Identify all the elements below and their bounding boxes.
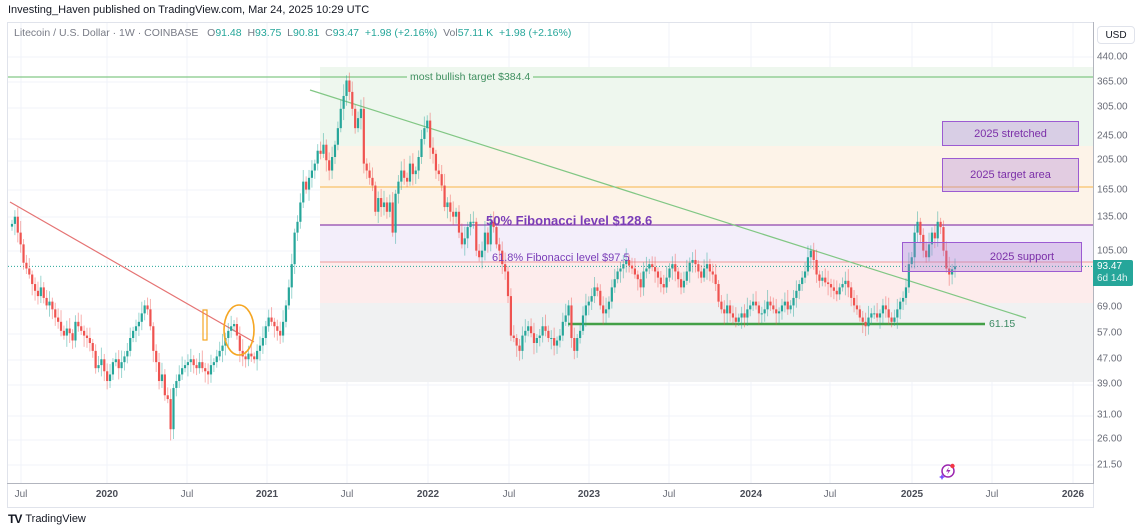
current-price-tag: 93.47 6d 14h: [1093, 260, 1133, 286]
tradingview-brand[interactable]: TV TradingView: [8, 512, 86, 526]
price-tick: 135.00: [1097, 211, 1128, 223]
time-axis[interactable]: [7, 483, 1094, 509]
open-value: 91.48: [215, 27, 242, 39]
price-tick: 305.00: [1097, 101, 1128, 113]
time-tick: Jul: [14, 489, 28, 500]
time-tick: 2020: [95, 489, 119, 500]
price-axis[interactable]: [1093, 22, 1140, 483]
zone-2025-stretched[interactable]: 2025 stretched: [942, 121, 1079, 146]
price-tick: 245.00: [1097, 130, 1128, 142]
publisher-line: Investing_Haven published on TradingView…: [8, 4, 370, 16]
time-tick: 2024: [739, 489, 763, 500]
price-tick: 365.00: [1097, 76, 1128, 88]
fib50-label: 50% Fibonacci level $128.6: [486, 213, 653, 228]
price-tick: 31.00: [1097, 409, 1123, 421]
price-tick: 47.00: [1097, 353, 1123, 365]
time-tick: 2026: [1061, 489, 1085, 500]
price-tick: 57.00: [1097, 327, 1123, 339]
price-tick: 26.00: [1097, 433, 1123, 445]
close-value: 93.47: [332, 27, 360, 39]
price-tick: 105.00: [1097, 245, 1128, 257]
price-tick: 440.00: [1097, 51, 1128, 63]
low-value: 90.81: [293, 27, 320, 39]
zone-2025-support[interactable]: 2025 support: [902, 242, 1082, 272]
fib618-label: 61.8% Fibonacci level $97.5: [492, 252, 630, 264]
currency-button[interactable]: USD: [1097, 26, 1135, 44]
support-level-label: 61.15: [989, 318, 1016, 330]
zone-2025-target[interactable]: 2025 target area: [942, 158, 1079, 192]
time-tick: 2022: [416, 489, 440, 500]
time-tick: 2025: [900, 489, 924, 500]
price-tick: 69.00: [1097, 301, 1123, 313]
price-tick: 21.50: [1097, 459, 1123, 471]
symbol-legend: Litecoin / U.S. Dollar · 1W · COINBASE O…: [14, 27, 572, 39]
price-tick: 39.00: [1097, 378, 1123, 390]
price-tick: 205.00: [1097, 154, 1128, 166]
volume-change: +1.98 (+2.16%): [498, 27, 572, 39]
time-tick: Jul: [340, 489, 354, 500]
time-tick: 2023: [577, 489, 601, 500]
bullish-target-label: most bullish target $384.4: [407, 71, 534, 83]
time-tick: Jul: [985, 489, 999, 500]
time-tick: Jul: [502, 489, 516, 500]
volume-value: 57.11 K: [457, 27, 494, 39]
time-tick: Jul: [662, 489, 676, 500]
price-tick: 165.00: [1097, 184, 1128, 196]
time-tick: Jul: [180, 489, 194, 500]
time-tick: 2021: [255, 489, 279, 500]
time-tick: Jul: [823, 489, 837, 500]
tradingview-logo-icon: TV: [8, 512, 22, 526]
high-value: 93.75: [255, 27, 282, 39]
change-value: +1.98 (+2.16%): [364, 27, 438, 39]
lightning-alert-icon[interactable]: [938, 462, 956, 480]
symbol-name[interactable]: Litecoin / U.S. Dollar · 1W · COINBASE: [14, 27, 199, 39]
